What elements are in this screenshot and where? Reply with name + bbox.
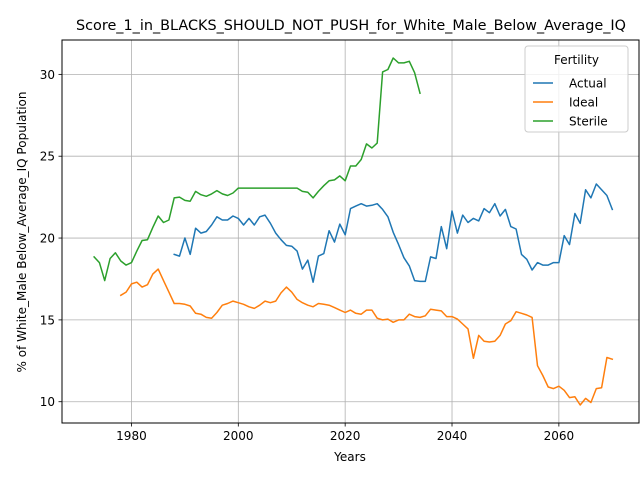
x-tick-label: 2020 <box>330 429 361 443</box>
series-line-sterile <box>93 57 421 282</box>
y-axis-label: % of White_Male Below_Average_IQ Populat… <box>15 92 29 373</box>
y-tick-label: 25 <box>40 150 55 164</box>
y-tick-label: 15 <box>40 313 55 327</box>
x-axis-ticks: 1980 2000 2020 2040 2060 <box>116 423 574 443</box>
series-line-actual <box>173 183 614 283</box>
y-tick-label: 30 <box>40 68 55 82</box>
legend-title: Fertility <box>554 53 599 67</box>
legend-box <box>524 45 629 133</box>
x-tick-label: 2060 <box>544 429 575 443</box>
plot-area-frame <box>61 39 640 424</box>
plot-lines <box>93 57 614 406</box>
y-tick-label: 20 <box>40 232 55 246</box>
x-tick-label: 2040 <box>437 429 468 443</box>
legend-label-sterile: Sterile <box>569 115 608 129</box>
legend-label-actual: Actual <box>569 77 607 91</box>
y-tick-label: 10 <box>40 395 55 409</box>
x-tick-label: 2000 <box>223 429 254 443</box>
series-line-ideal <box>119 268 614 406</box>
chart-title: Score_1_in_BLACKS_SHOULD_NOT_PUSH_for_Wh… <box>76 18 626 34</box>
y-axis-ticks: 10 15 20 25 30 <box>40 68 62 409</box>
legend-items: Actual Ideal Sterile <box>533 77 608 129</box>
x-tick-label: 1980 <box>116 429 147 443</box>
x-axis-label: Years <box>333 450 366 464</box>
legend: Fertility Actual Ideal Sterile <box>524 45 629 133</box>
legend-label-ideal: Ideal <box>569 96 598 110</box>
